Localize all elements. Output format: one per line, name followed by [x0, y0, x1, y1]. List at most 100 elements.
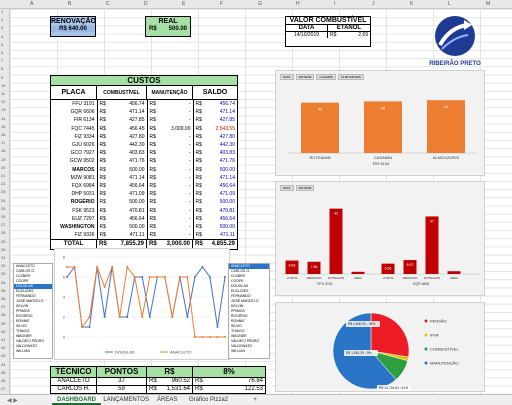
- slicer-item[interactable]: DOUGLAS: [14, 284, 52, 289]
- saldo-cell[interactable]: R$ 471.11: [192, 231, 237, 240]
- comb-cell[interactable]: R$ 471.14: [96, 173, 147, 182]
- slicer-left[interactable]: ANACLETO CARLOS O. CLEBER COOPE DOUGLAS EUCLI…: [13, 263, 53, 359]
- slicer-item[interactable]: PRIMOS: [16, 309, 30, 313]
- manut-cell[interactable]: R$ -: [146, 181, 193, 191]
- chart-fir6134-panel[interactable]: DATA ROTEAM CASAMIN ALMOXZORIS 42 ROTEAMIN 43…: [275, 70, 485, 176]
- slicer-item[interactable]: THIAGO: [16, 329, 30, 333]
- slicer-item[interactable]: ANACLETO: [16, 264, 35, 268]
- sheet-tab[interactable]: ÁREAS: [157, 397, 178, 403]
- comb-cell[interactable]: R$ 471.76: [96, 157, 147, 166]
- row-header-8[interactable]: 8: [1, 66, 4, 72]
- custos-row[interactable]: GJU 6026 R$ 442.30 R$ - R$ 442.30: [51, 140, 237, 150]
- slicer-item[interactable]: ROGÉRIO: [231, 314, 248, 318]
- placa-cell[interactable]: GJU 6026: [71, 142, 95, 149]
- saldo-cell[interactable]: R$ 471.76: [192, 157, 237, 166]
- column-header-B[interactable]: B: [68, 1, 72, 7]
- row-header-30[interactable]: 30: [1, 246, 6, 252]
- slicer-item[interactable]: VALDONATO: [231, 344, 253, 348]
- row-header-45[interactable]: 45: [1, 369, 6, 375]
- saldo-cell[interactable]: R$ 427.80: [192, 132, 237, 141]
- sheet-tab[interactable]: DASHBOARD: [52, 395, 101, 405]
- row-header-17[interactable]: 17: [1, 140, 6, 146]
- slicer-item[interactable]: VALDECI PEDRO: [231, 339, 260, 343]
- row-header-39[interactable]: 39: [1, 320, 6, 326]
- manut-cell[interactable]: R$ -: [146, 214, 193, 223]
- row-header-40[interactable]: 40: [1, 328, 6, 334]
- manut-cell[interactable]: R$ -: [146, 173, 193, 182]
- comb-cell[interactable]: R$ 427.85: [96, 116, 147, 125]
- placa-cell[interactable]: FSK 9523: [72, 207, 95, 214]
- slicer-item[interactable]: COOPE: [231, 279, 244, 283]
- slicer-item[interactable]: FERNANDO: [16, 294, 36, 298]
- row-header-44[interactable]: 44: [1, 361, 6, 367]
- saldo-cell[interactable]: R$ 500.00: [192, 198, 237, 207]
- comb-cell[interactable]: R$ 471.11: [96, 231, 147, 240]
- column-header-J[interactable]: J: [372, 1, 375, 7]
- line-chart-panel[interactable]: 8 6 4 2 0 DOUGLAS ANACLETO: [54, 248, 230, 360]
- custos-row[interactable]: FIZ 9336 R$ 471.11 R$ - R$ 471.11: [51, 231, 237, 240]
- row-header-9[interactable]: 9: [1, 74, 4, 80]
- tecnico-cell[interactable]: R$ 960.52: [147, 378, 193, 385]
- slicer-item[interactable]: EUCLIDES: [16, 289, 34, 293]
- manut-cell[interactable]: R$ -: [146, 149, 193, 158]
- chart-red-panel[interactable]: DATA ROTEAM 8.66 LITROS 7.86 MÉDIA/KM 42 ROTEA…: [275, 181, 485, 296]
- row-header-2[interactable]: 2: [1, 17, 4, 23]
- slicer-item[interactable]: VALDECI PEDRO: [16, 339, 45, 343]
- saldo-cell[interactable]: R$ 403.83: [192, 149, 237, 158]
- column-header-A[interactable]: A: [30, 1, 34, 7]
- placa-cell[interactable]: GCW 9502: [69, 158, 95, 165]
- placa-cell[interactable]: ROGÉRIO: [70, 199, 95, 206]
- comb-cell[interactable]: R$ 427.80: [96, 132, 147, 141]
- custos-row[interactable]: FQX 6984 R$ 456.64 R$ - R$ 456.64: [51, 181, 237, 191]
- tecnico-cell[interactable]: 37: [97, 378, 147, 385]
- renovacao-box[interactable]: RENOVAÇÃO R$ 640.00: [50, 16, 96, 37]
- placa-cell[interactable]: FQX 6984: [71, 182, 95, 189]
- placa-cell[interactable]: FIZ 9334: [74, 133, 95, 140]
- column-header-K[interactable]: K: [410, 1, 414, 7]
- saldo-cell[interactable]: R$ 471.09: [192, 190, 237, 199]
- slicer-item[interactable]: VALDONATO: [16, 344, 38, 348]
- slicer-item[interactable]: RONNIE: [231, 319, 245, 323]
- slicer-item[interactable]: FERNANDO: [231, 294, 251, 298]
- sheet-tab[interactable]: Gráfico Pizza2: [189, 397, 229, 403]
- manut-cell[interactable]: R$ -: [146, 198, 193, 207]
- tecnico-cell[interactable]: R$ 1,531.64: [147, 386, 193, 393]
- manut-cell[interactable]: R$ -: [146, 108, 193, 117]
- slicer-item[interactable]: ROGÉRIO: [16, 314, 33, 318]
- placa-cell[interactable]: GQR 6606: [70, 109, 95, 116]
- row-header-27[interactable]: 27: [1, 222, 6, 228]
- comb-cell[interactable]: R$ 442.30: [96, 140, 147, 150]
- row-header-36[interactable]: 36: [1, 296, 6, 301]
- manut-cell[interactable]: R$ 3,000.00: [146, 124, 193, 133]
- row-header-29[interactable]: 29: [1, 238, 6, 244]
- slicer-item[interactable]: KELVIN: [16, 304, 29, 308]
- custos-row[interactable]: DHP 5031 R$ 471.09 R$ - R$ 471.09: [51, 190, 237, 199]
- saldo-cell[interactable]: R$ 2,543.55: [192, 124, 237, 133]
- filter-chip[interactable]: DATA: [280, 74, 294, 80]
- custos-row[interactable]: FSK 9523 R$ 470.81 R$ - R$ 470.81: [51, 206, 237, 215]
- placa-cell[interactable]: FIR 6134: [73, 117, 95, 124]
- slicer-item[interactable]: CLEBER: [231, 274, 246, 278]
- row-header-14[interactable]: 14: [1, 115, 6, 121]
- slicer-item[interactable]: DOUGLAS: [231, 284, 249, 288]
- custos-row[interactable]: WASHINGTON R$ 500.00 R$ - R$ 500.00: [51, 222, 237, 231]
- custos-row[interactable]: EUZ 7297 R$ 456.64 R$ - R$ 456.64: [51, 214, 237, 223]
- row-header-46[interactable]: 46: [1, 378, 6, 383]
- custos-row[interactable]: MJW 9081 R$ 471.14 R$ - R$ 471.14: [51, 173, 237, 182]
- row-header-31[interactable]: 31: [1, 255, 6, 260]
- custos-row[interactable]: MARCOS R$ 500.00 R$ - R$ 500.00: [51, 165, 237, 174]
- manut-cell[interactable]: R$ -: [146, 206, 193, 215]
- saldo-cell[interactable]: R$ 471.14: [192, 173, 237, 182]
- filter-chip[interactable]: ROTEAM: [295, 74, 315, 80]
- custos-row[interactable]: FIZ 9334 R$ 427.80 R$ - R$ 427.80: [51, 132, 237, 141]
- slicer-item[interactable]: JOSÉ MARCELO: [16, 299, 44, 303]
- row-header-5[interactable]: 5: [1, 41, 4, 47]
- placa-cell[interactable]: EUZ 7297: [71, 215, 95, 222]
- slicer-item[interactable]: PRIMOS: [231, 309, 245, 313]
- saldo-cell[interactable]: R$ 456.64: [192, 214, 237, 223]
- row-header-41[interactable]: 41: [1, 337, 6, 342]
- row-header-1[interactable]: 1: [1, 9, 4, 14]
- saldo-cell[interactable]: R$ 456.64: [192, 181, 237, 191]
- comb-cell[interactable]: R$ 456.64: [96, 181, 147, 191]
- manut-cell[interactable]: R$ -: [146, 222, 193, 231]
